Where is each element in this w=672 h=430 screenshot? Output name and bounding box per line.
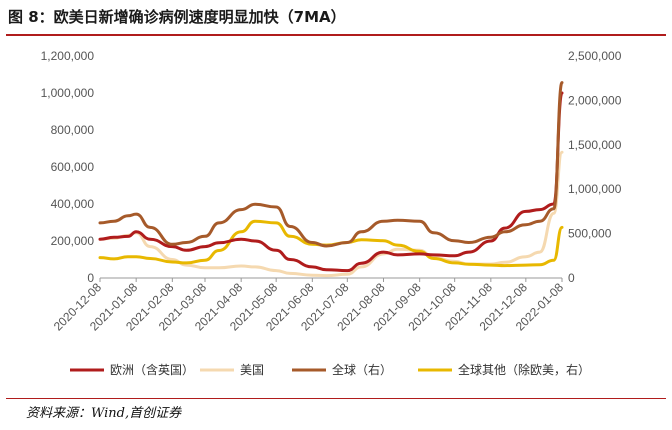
chart: 0 200,000 400,000 600,000 800,000 1,000,000 1,…	[41, 49, 622, 377]
y-left-tick-label: 200,000	[51, 234, 95, 248]
y-right-tick-label: 500,000	[568, 227, 612, 241]
legend-label-3: 全球其他（除欧美，右）	[458, 362, 590, 377]
y-left-tick-label: 600,000	[51, 160, 95, 174]
y-left-tick-label: 1,000,000	[41, 86, 95, 100]
legend-label-1: 美国	[240, 363, 264, 377]
y-left-tick-label: 1,200,000	[41, 49, 95, 63]
series-line-1	[98, 150, 564, 278]
legend-label-0: 欧洲（含英国）	[110, 362, 194, 377]
y-left-tick-label: 400,000	[51, 197, 95, 211]
source-note: 资料来源：Wind,首创证券	[26, 406, 182, 421]
legend-label-2: 全球（右）	[332, 362, 392, 377]
title-divider	[6, 34, 666, 36]
figure-title: 图 8：欧美日新增确诊病例速度明显加快（7MA）	[8, 8, 346, 26]
y-right-tick-label: 1,500,000	[568, 138, 622, 152]
y-right-tick-label: 2,000,000	[568, 93, 622, 107]
footer-divider	[6, 398, 666, 399]
y-left-tick-label: 0	[87, 271, 94, 285]
y-left-tick-label: 800,000	[51, 123, 95, 137]
y-right-tick-label: 2,500,000	[568, 49, 622, 63]
series-line-2	[98, 81, 564, 248]
y-right-tick-label: 0	[568, 271, 575, 285]
y-right-tick-label: 1,000,000	[568, 182, 622, 196]
